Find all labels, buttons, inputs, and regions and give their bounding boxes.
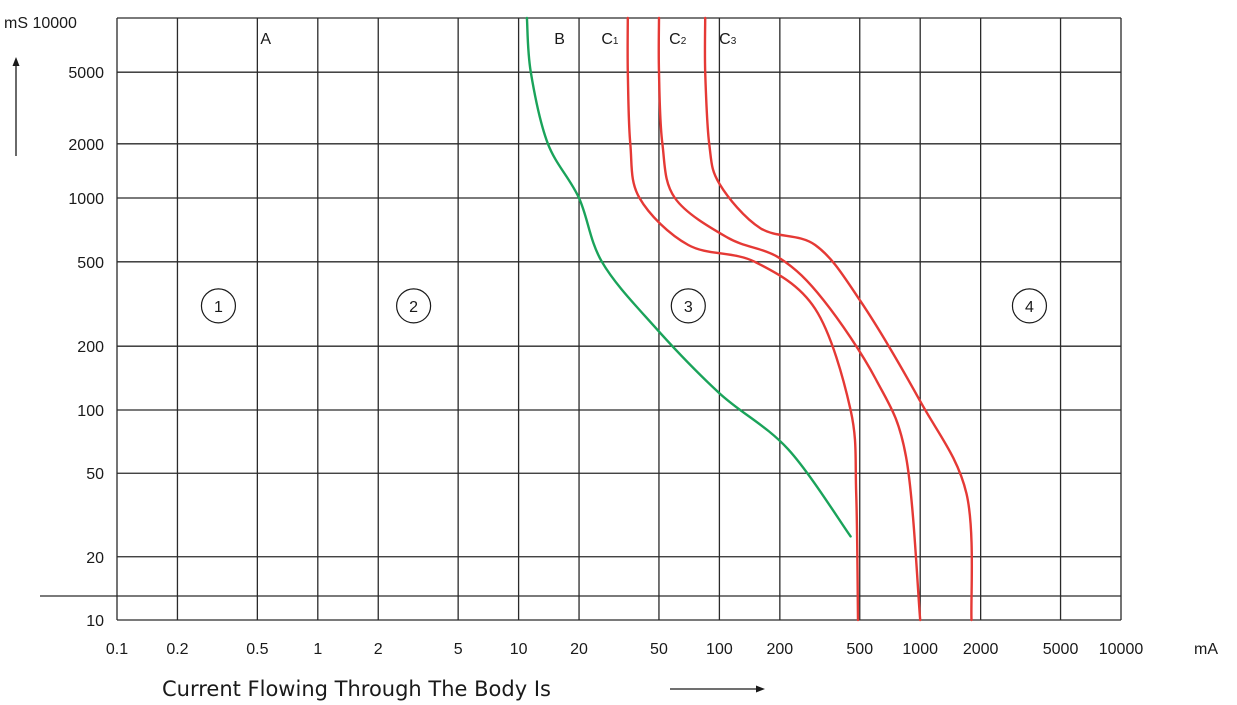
x-tick-label: 50: [650, 641, 668, 658]
series-letter-labels: A B C1 C2 C3: [260, 31, 736, 48]
series-label-c2: C2: [669, 31, 687, 48]
x-axis-arrow: [670, 685, 765, 693]
y-axis-top-label: mS 10000: [4, 15, 77, 32]
zone-number: 2: [409, 299, 418, 316]
zone-circle: [670, 288, 706, 324]
curve-c1: [626, 16, 860, 622]
vertical-gridlines: [116, 18, 1122, 620]
x-tick-label: 200: [766, 641, 793, 658]
series-label-b: B: [554, 31, 565, 48]
x-tick-label: 10000: [1099, 641, 1144, 658]
x-tick-labels: 0.1 0.2 0.5 1 2 5 10 20 50 100 200 500 1000 2000 5000 1…: [106, 641, 1143, 658]
x-tick-label: 2: [374, 641, 383, 658]
x-tick-label: 1: [313, 641, 322, 658]
x-tick-label: 500: [846, 641, 873, 658]
zone-number: 4: [1025, 299, 1034, 316]
zone-circle: [396, 288, 432, 324]
x-tick-label: 5000: [1043, 641, 1079, 658]
zone-marker-1: 1: [200, 288, 237, 324]
y-tick-labels: 10 20 50 100 200 500 1000 2000 5000: [68, 65, 104, 630]
curve-c3: [703, 16, 974, 622]
x-tick-label: 20: [570, 641, 588, 658]
x-axis-unit: mA: [1194, 641, 1218, 658]
y-tick-label: 5000: [68, 65, 104, 82]
curve-c2: [657, 16, 922, 622]
y-tick-label: 2000: [68, 137, 104, 154]
y-tick-label: 1000: [68, 191, 104, 208]
zone-marker-3: 3: [670, 288, 706, 324]
y-axis-arrow: [12, 57, 20, 156]
x-axis-title: Current Flowing Through The Body Is: [162, 677, 551, 701]
curves: [525, 16, 974, 622]
y-tick-label: 50: [86, 466, 104, 483]
series-label-a: A: [260, 31, 271, 48]
zone-circle: [1011, 288, 1048, 324]
x-tick-label: 0.1: [106, 641, 128, 658]
zone-markers: 1 2 3 4: [200, 288, 1048, 324]
y-tick-label: 20: [86, 550, 104, 567]
y-tick-label: 500: [77, 255, 104, 272]
series-label-c1: C1: [601, 31, 619, 48]
zone-number: 3: [684, 299, 693, 316]
x-tick-label: 2000: [963, 641, 999, 658]
zone-circle: [200, 288, 237, 324]
series-label-c3: C3: [719, 31, 737, 48]
y-tick-label: 200: [77, 339, 104, 356]
x-tick-label: 0.2: [166, 641, 188, 658]
x-tick-label: 5: [454, 641, 463, 658]
x-tick-label: 0.5: [246, 641, 268, 658]
x-tick-label: 1000: [902, 641, 938, 658]
x-tick-label: 100: [706, 641, 733, 658]
zone-marker-4: 4: [1011, 288, 1048, 324]
horizontal-gridlines: [40, 17, 1121, 621]
y-tick-label: 100: [77, 403, 104, 420]
y-tick-label: 10: [86, 613, 104, 630]
zone-marker-2: 2: [396, 288, 432, 324]
zone-number: 1: [214, 299, 223, 316]
curve-b: [525, 16, 852, 538]
x-tick-label: 10: [510, 641, 528, 658]
